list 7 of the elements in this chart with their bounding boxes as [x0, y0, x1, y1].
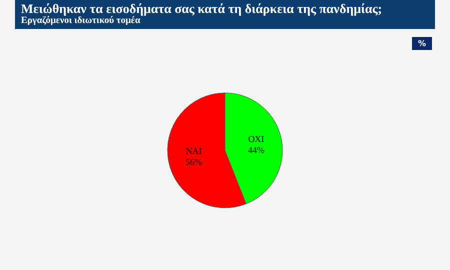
slice-label: ΝΑΙ [186, 146, 202, 156]
data-label: 56% [186, 156, 203, 167]
chart-title: Μειώθηκαν τα εισοδήματα σας κατά τη διάρκεια της πανδημίας; [21, 1, 384, 16]
data-label: 44% [248, 144, 265, 155]
text: % [412, 37, 432, 50]
slice-label: ΟΧΙ [248, 134, 264, 144]
text: Εργαζόμενοι ιδιωτικού τομέα [21, 16, 142, 27]
